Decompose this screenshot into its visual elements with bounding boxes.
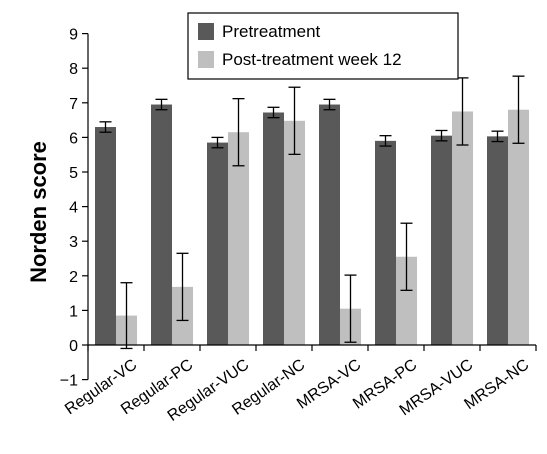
y-tick-label: 3	[69, 234, 78, 251]
y-tick-label: 2	[69, 269, 78, 286]
bar	[284, 120, 305, 346]
bar	[487, 136, 508, 345]
y-tick-label: 8	[69, 61, 78, 78]
legend-label: Post-treatment week 12	[222, 50, 402, 69]
y-tick-label: 7	[69, 96, 78, 113]
bar	[375, 140, 396, 345]
y-tick-label: 4	[69, 200, 78, 217]
bar	[151, 104, 172, 345]
bar	[228, 132, 249, 345]
legend-box	[187, 12, 459, 80]
legend-swatch	[198, 51, 214, 68]
error-bars	[99, 75, 525, 350]
bar	[452, 111, 473, 345]
bar	[431, 135, 452, 345]
y-axis: −1 0 1 2 3 4 5 6 7 8 9	[60, 27, 89, 390]
bar	[263, 112, 284, 345]
y-tick-label: 0	[69, 338, 78, 355]
bar	[319, 104, 340, 345]
bar	[207, 142, 228, 345]
y-tick-label: 1	[69, 303, 78, 320]
bar	[396, 256, 417, 345]
y-tick-label: −1	[60, 373, 78, 390]
y-tick-label: 5	[69, 165, 78, 182]
x-axis: Regular-VCRegular-PCRegular-VUCRegular-N…	[62, 344, 537, 425]
y-tick-label: 6	[69, 130, 78, 147]
y-axis-label: Norden score	[26, 141, 51, 283]
legend-label: Pretreatment	[222, 22, 321, 41]
bar	[508, 109, 529, 345]
y-tick-label: 9	[69, 27, 78, 44]
bar	[95, 127, 116, 346]
bars	[95, 104, 529, 346]
legend: Pretreatment Post-treatment week 12	[187, 12, 459, 80]
legend-swatch	[198, 23, 214, 40]
